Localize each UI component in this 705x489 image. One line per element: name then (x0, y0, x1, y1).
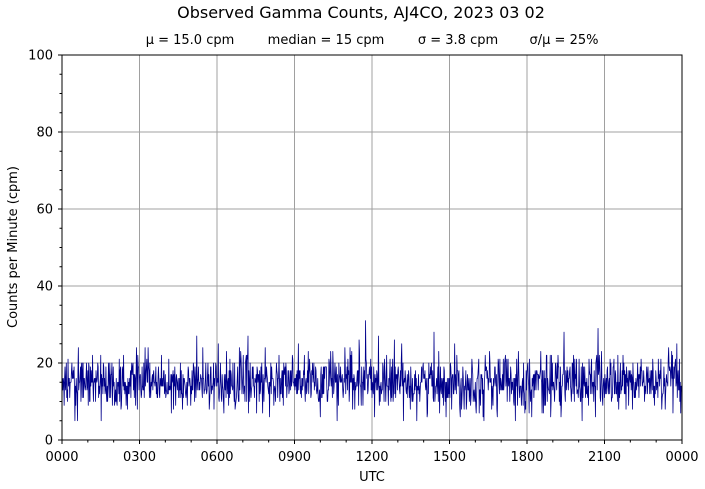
stat-sigma: σ = 3.8 cpm (418, 33, 498, 48)
x-tick-label: 1500 (433, 450, 466, 465)
x-tick-label: 2100 (588, 450, 621, 465)
x-tick-label: 1200 (355, 450, 388, 465)
ticks: 0000 0300 0600 0900 1200 1500 1800 2100 00000204… (28, 49, 698, 466)
y-tick-label: 80 (36, 126, 53, 141)
y-tick-label: 20 (36, 357, 53, 372)
x-tick-label: 0000 (665, 450, 698, 465)
stat-median: median = 15 cpm (268, 33, 385, 48)
y-axis-label: Counts per Minute (cpm) (6, 166, 21, 328)
y-tick-label: 100 (28, 49, 53, 64)
x-tick-label: 1800 (510, 450, 543, 465)
grid (61, 54, 683, 441)
series-layer (61, 320, 683, 422)
y-tick-label: 0 (45, 434, 53, 449)
stat-ratio: σ/μ = 25% (530, 33, 599, 48)
x-tick-label: 0900 (278, 450, 311, 465)
series-line (61, 320, 683, 422)
y-tick-label: 40 (36, 280, 53, 295)
x-tick-label: 0000 (45, 450, 78, 465)
x-tick-label: 0600 (200, 450, 233, 465)
y-tick-label: 60 (36, 203, 53, 218)
x-axis-label: UTC (359, 470, 385, 485)
chart-title: Observed Gamma Counts, AJ4CO, 2023 03 02 (177, 3, 545, 22)
stat-mean: μ = 15.0 cpm (146, 33, 235, 48)
x-tick-label: 0300 (123, 450, 156, 465)
